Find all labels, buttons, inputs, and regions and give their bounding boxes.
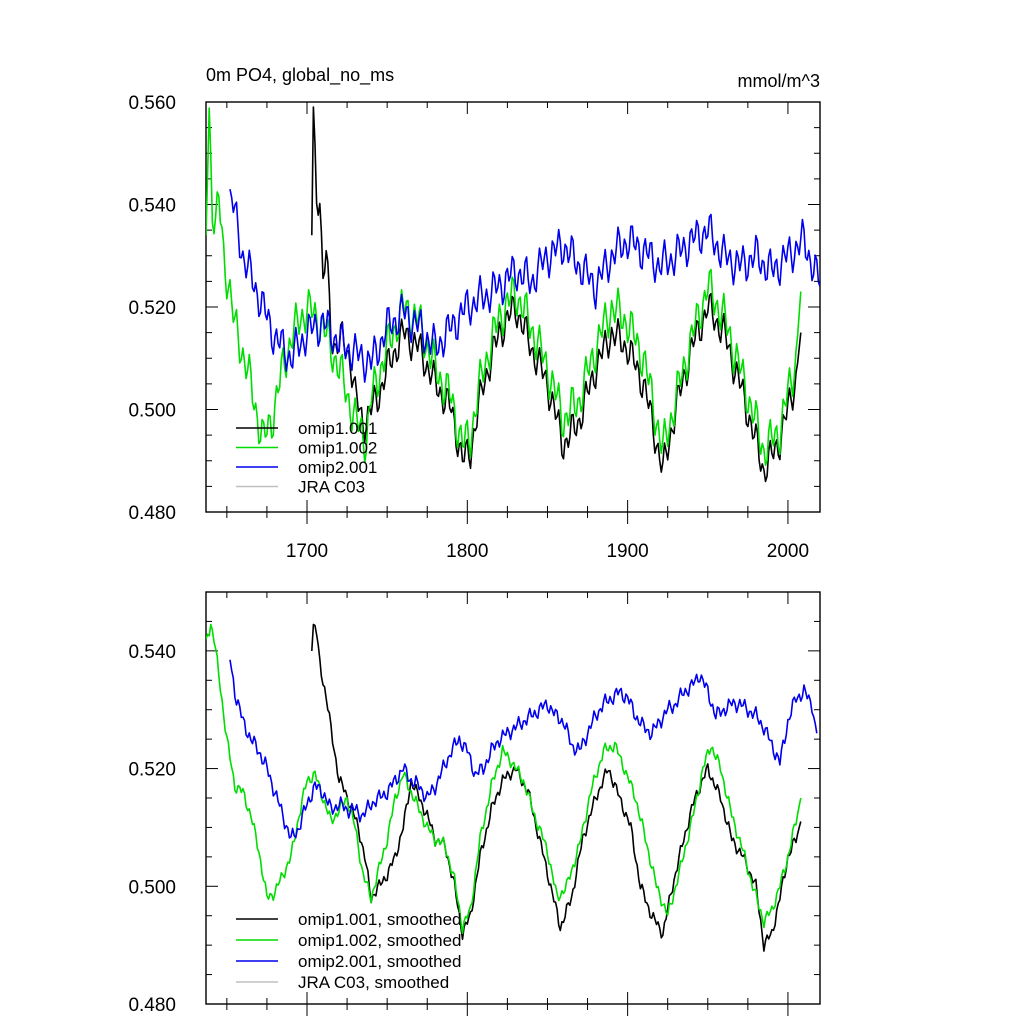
legend-label: omip1.002 <box>298 439 377 458</box>
x-tick-label: 1800 <box>446 541 488 562</box>
legend-label: omip1.002, smoothed <box>298 931 462 950</box>
y-tick-label: 0.480 <box>128 995 176 1016</box>
legend-label: omip1.001, smoothed <box>298 910 462 929</box>
series-group <box>206 106 820 483</box>
series-line-omip1-001-smoothed <box>311 623 802 952</box>
x-tick-label: 1900 <box>606 541 648 562</box>
y-tick-label: 0.540 <box>128 196 176 217</box>
y-tick-label: 0.560 <box>128 93 176 114</box>
series-line-omip1-002-smoothed <box>206 623 802 935</box>
series-line-omip2-001-smoothed <box>229 659 818 839</box>
y-tick-label: 0.480 <box>128 503 176 524</box>
x-tick-label: 1700 <box>286 541 328 562</box>
series-line-omip2-001 <box>229 188 820 383</box>
top-panel: 0.480 0.500 0.520 0.540 0.560 1700 1800 1900 200… <box>128 65 821 562</box>
legend-label: omip2.001, smoothed <box>298 952 462 971</box>
legend-label: omip1.001 <box>298 419 377 438</box>
legend-label: JRA C03 <box>298 478 365 497</box>
units-label: mmol/m^3 <box>738 71 820 91</box>
series-line-omip1-001 <box>311 106 802 483</box>
y-tick-label: 0.540 <box>128 642 176 663</box>
chart-title: 0m PO4, global_no_ms <box>206 65 394 86</box>
y-tick-label: 0.520 <box>128 760 176 781</box>
series-group <box>206 623 818 952</box>
y-tick-label: 0.520 <box>128 298 176 319</box>
series-line-omip1-002 <box>206 107 802 466</box>
y-tick-label: 0.500 <box>128 401 176 422</box>
bottom-panel: 0.480 0.500 0.520 0.540 omip1.001, smoothed o… <box>128 591 821 1016</box>
legend-label: omip2.001 <box>298 458 377 477</box>
x-tick-label: 2000 <box>767 541 809 562</box>
y-tick-label: 0.500 <box>128 877 176 898</box>
legend-label: JRA C03, smoothed <box>298 973 449 992</box>
